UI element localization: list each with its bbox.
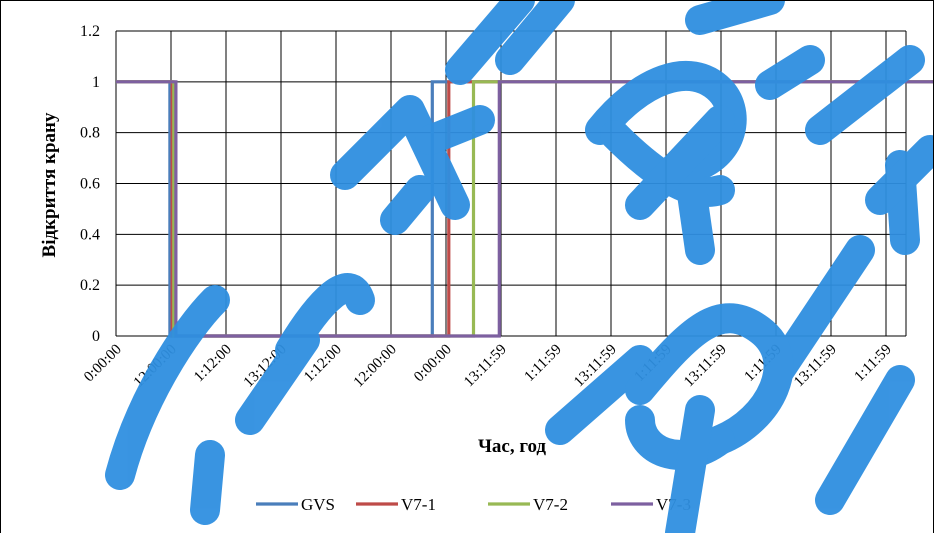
y-tick-label: 1: [92, 74, 100, 91]
y-tick-label: 1.2: [80, 23, 100, 40]
watermark-stroke: [815, 365, 915, 515]
y-axis-tick-labels: 0 0.2 0.4 0.6 0.8 1 1.2: [80, 23, 100, 345]
x-axis-label: Час, год: [478, 436, 546, 457]
watermark-stroke: [625, 303, 794, 455]
watermark-stroke: [415, 105, 495, 155]
watermark-stroke: [585, 60, 747, 180]
watermark-stroke: [685, 0, 785, 35]
x-tick-label: 1:11:59: [521, 342, 564, 385]
watermark-stroke: [665, 395, 715, 538]
series-line-v7-3: [116, 80, 934, 338]
watermark: [105, 0, 934, 538]
watermark-stroke: [105, 285, 230, 490]
y-axis-label: Відкриття крану: [39, 112, 60, 257]
y-tick-label: 0.4: [80, 226, 100, 243]
watermark-stroke: [190, 440, 225, 525]
watermark-stroke: [625, 105, 735, 220]
legend-label-v7-1: V7-1: [401, 495, 436, 514]
legend-label-gvs: GVS: [301, 495, 335, 514]
watermark-stroke: [445, 0, 535, 85]
x-tick-label: 0:00:00: [411, 342, 455, 386]
x-tick-label: 0:00:00: [81, 342, 125, 386]
legend: GVS V7-1 V7-2 V7-3: [256, 495, 691, 514]
x-tick-label: 1:12:00: [191, 342, 235, 386]
watermark-stroke: [805, 45, 925, 145]
watermark-stroke: [755, 45, 825, 100]
legend-label-v7-2: V7-2: [533, 495, 568, 514]
watermark-stroke: [495, 0, 575, 75]
watermark-stroke: [330, 95, 470, 220]
watermark-stroke: [545, 345, 655, 445]
y-tick-label: 0.8: [80, 125, 100, 142]
watermark-stroke: [865, 135, 934, 215]
x-tick-label: 12:00:00: [351, 342, 400, 391]
watermark-stroke: [275, 273, 375, 365]
y-tick-label: 0: [92, 328, 100, 345]
y-tick-label: 0.6: [80, 176, 100, 193]
y-tick-label: 0.2: [80, 277, 100, 294]
watermark-stroke: [380, 175, 435, 235]
x-tick-label: 13:11:59: [461, 342, 510, 391]
watermark-stroke: [675, 165, 715, 265]
watermark-stroke: [765, 235, 875, 385]
